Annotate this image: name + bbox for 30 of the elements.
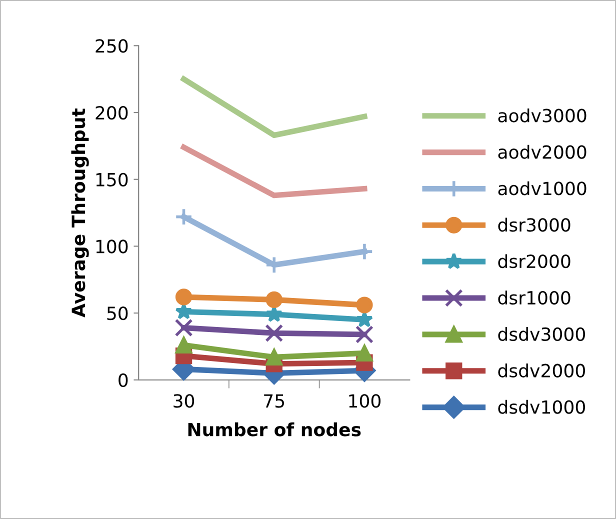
point (265, 324, 284, 342)
point (356, 296, 373, 314)
x-tick-label: 75 (264, 394, 284, 408)
y-tick-label: 50 (107, 306, 128, 320)
y-tick-label: 200 (96, 106, 128, 120)
point (355, 325, 374, 344)
point (266, 291, 282, 308)
point (175, 336, 192, 354)
x-axis-title: Number of nodes (188, 422, 361, 436)
point (174, 208, 193, 226)
point (266, 348, 282, 366)
point (175, 288, 192, 306)
y-tick-label: 0 (118, 373, 128, 388)
y-tick-label: 150 (96, 172, 128, 186)
y-axis-title: Average Throughput (71, 108, 89, 318)
point (174, 318, 193, 337)
y-tick-label: 100 (96, 240, 128, 254)
legend-label: dsdv2000 (498, 363, 585, 378)
legend-label: aodv2000 (498, 144, 586, 159)
legend-label: dsr2000 (498, 254, 570, 268)
legend-label: aodv3000 (498, 108, 586, 122)
legend-label: aodv1000 (498, 181, 586, 196)
x-tick-label: 100 (349, 394, 380, 408)
legend-label: dsdv3000 (498, 327, 585, 342)
point (356, 344, 373, 362)
legend-label: dsr3000 (498, 218, 570, 232)
legend-label: dsr1000 (498, 290, 570, 305)
x-tick-label: 30 (174, 394, 194, 408)
y-tick-label: 250 (96, 39, 128, 53)
legend-label: dsdv1000 (498, 400, 585, 414)
